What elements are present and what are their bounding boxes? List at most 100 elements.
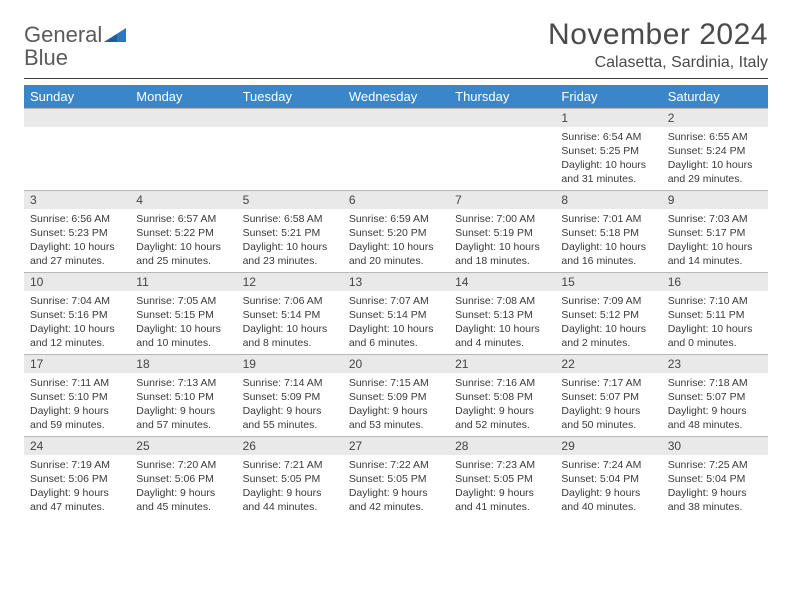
daylight-text: Daylight: 10 hours — [349, 322, 443, 336]
daylight-text: Daylight: 10 hours — [30, 240, 124, 254]
daylight-text: and 48 minutes. — [668, 418, 762, 432]
day-content-cell: Sunrise: 7:23 AMSunset: 5:05 PMDaylight:… — [449, 455, 555, 519]
logo-text: General Blue — [24, 24, 126, 70]
daylight-text: Daylight: 9 hours — [30, 404, 124, 418]
sunset-text: Sunset: 5:09 PM — [349, 390, 443, 404]
sunrise-text: Sunrise: 7:06 AM — [243, 294, 337, 308]
daylight-text: Daylight: 9 hours — [136, 486, 230, 500]
sunrise-text: Sunrise: 6:56 AM — [30, 212, 124, 226]
sunset-text: Sunset: 5:14 PM — [349, 308, 443, 322]
day-number-cell: 3 — [24, 191, 130, 209]
daylight-text: Daylight: 10 hours — [136, 322, 230, 336]
weekday-header-row: Sunday Monday Tuesday Wednesday Thursday… — [24, 85, 768, 109]
daylight-text: Daylight: 10 hours — [668, 322, 762, 336]
daylight-text: and 29 minutes. — [668, 172, 762, 186]
day-content-cell: Sunrise: 7:01 AMSunset: 5:18 PMDaylight:… — [555, 209, 661, 273]
daylight-text: Daylight: 9 hours — [243, 404, 337, 418]
day-content-cell: Sunrise: 6:55 AMSunset: 5:24 PMDaylight:… — [662, 127, 768, 191]
calendar-page: General Blue November 2024 Calasetta, Sa… — [0, 0, 792, 537]
daylight-text: and 44 minutes. — [243, 500, 337, 514]
daylight-text: Daylight: 10 hours — [455, 240, 549, 254]
day-content-cell: Sunrise: 7:15 AMSunset: 5:09 PMDaylight:… — [343, 373, 449, 437]
sunset-text: Sunset: 5:10 PM — [136, 390, 230, 404]
day-content-cell: Sunrise: 7:03 AMSunset: 5:17 PMDaylight:… — [662, 209, 768, 273]
daylight-text: Daylight: 10 hours — [243, 322, 337, 336]
daylight-text: and 41 minutes. — [455, 500, 549, 514]
day-content-cell: Sunrise: 7:21 AMSunset: 5:05 PMDaylight:… — [237, 455, 343, 519]
logo-triangle-icon — [104, 24, 126, 46]
daylight-text: and 10 minutes. — [136, 336, 230, 350]
sunset-text: Sunset: 5:06 PM — [136, 472, 230, 486]
day-content-cell: Sunrise: 7:17 AMSunset: 5:07 PMDaylight:… — [555, 373, 661, 437]
daylight-text: and 31 minutes. — [561, 172, 655, 186]
day-number-cell: 10 — [24, 273, 130, 291]
sunrise-text: Sunrise: 7:17 AM — [561, 376, 655, 390]
daylight-text: Daylight: 10 hours — [668, 158, 762, 172]
day-content-row: Sunrise: 7:19 AMSunset: 5:06 PMDaylight:… — [24, 455, 768, 519]
sunset-text: Sunset: 5:13 PM — [455, 308, 549, 322]
daylight-text: Daylight: 9 hours — [30, 486, 124, 500]
daylight-text: and 23 minutes. — [243, 254, 337, 268]
sunset-text: Sunset: 5:25 PM — [561, 144, 655, 158]
day-content-cell — [449, 127, 555, 191]
sunrise-text: Sunrise: 7:13 AM — [136, 376, 230, 390]
day-number-cell: 28 — [449, 437, 555, 455]
day-number-cell: 9 — [662, 191, 768, 209]
day-number-cell: 8 — [555, 191, 661, 209]
daylight-text: Daylight: 10 hours — [561, 240, 655, 254]
daylight-text: Daylight: 10 hours — [668, 240, 762, 254]
day-number-row: 3456789 — [24, 191, 768, 209]
logo-word-1: General — [24, 22, 102, 47]
daylight-text: and 40 minutes. — [561, 500, 655, 514]
weekday-header: Wednesday — [343, 85, 449, 109]
sunset-text: Sunset: 5:24 PM — [668, 144, 762, 158]
day-number-cell — [449, 109, 555, 127]
weekday-header: Thursday — [449, 85, 555, 109]
sunset-text: Sunset: 5:15 PM — [136, 308, 230, 322]
sunrise-text: Sunrise: 7:23 AM — [455, 458, 549, 472]
daylight-text: and 14 minutes. — [668, 254, 762, 268]
day-content-cell: Sunrise: 7:24 AMSunset: 5:04 PMDaylight:… — [555, 455, 661, 519]
sunrise-text: Sunrise: 6:55 AM — [668, 130, 762, 144]
sunset-text: Sunset: 5:07 PM — [561, 390, 655, 404]
day-content-row: Sunrise: 7:04 AMSunset: 5:16 PMDaylight:… — [24, 291, 768, 355]
day-content-cell: Sunrise: 7:14 AMSunset: 5:09 PMDaylight:… — [237, 373, 343, 437]
daylight-text: and 42 minutes. — [349, 500, 443, 514]
daylight-text: and 55 minutes. — [243, 418, 337, 432]
daylight-text: Daylight: 9 hours — [455, 404, 549, 418]
day-content-cell: Sunrise: 6:56 AMSunset: 5:23 PMDaylight:… — [24, 209, 130, 273]
sunrise-text: Sunrise: 7:08 AM — [455, 294, 549, 308]
sunrise-text: Sunrise: 6:57 AM — [136, 212, 230, 226]
sunset-text: Sunset: 5:17 PM — [668, 226, 762, 240]
day-content-cell: Sunrise: 7:04 AMSunset: 5:16 PMDaylight:… — [24, 291, 130, 355]
sunrise-text: Sunrise: 6:54 AM — [561, 130, 655, 144]
day-number-cell: 26 — [237, 437, 343, 455]
day-number-cell: 23 — [662, 355, 768, 373]
daylight-text: and 47 minutes. — [30, 500, 124, 514]
day-content-cell: Sunrise: 7:07 AMSunset: 5:14 PMDaylight:… — [343, 291, 449, 355]
day-number-row: 12 — [24, 109, 768, 127]
weekday-header: Friday — [555, 85, 661, 109]
daylight-text: and 2 minutes. — [561, 336, 655, 350]
sunrise-text: Sunrise: 7:14 AM — [243, 376, 337, 390]
sunset-text: Sunset: 5:19 PM — [455, 226, 549, 240]
day-number-cell: 18 — [130, 355, 236, 373]
sunrise-text: Sunrise: 7:19 AM — [30, 458, 124, 472]
daylight-text: and 45 minutes. — [136, 500, 230, 514]
daylight-text: and 57 minutes. — [136, 418, 230, 432]
day-number-row: 10111213141516 — [24, 273, 768, 291]
daylight-text: and 27 minutes. — [30, 254, 124, 268]
day-content-cell: Sunrise: 7:06 AMSunset: 5:14 PMDaylight:… — [237, 291, 343, 355]
daylight-text: Daylight: 9 hours — [561, 404, 655, 418]
sunrise-text: Sunrise: 7:20 AM — [136, 458, 230, 472]
day-number-cell: 14 — [449, 273, 555, 291]
day-number-cell — [24, 109, 130, 127]
sunrise-text: Sunrise: 7:01 AM — [561, 212, 655, 226]
weekday-header: Monday — [130, 85, 236, 109]
day-content-cell — [237, 127, 343, 191]
day-content-cell: Sunrise: 7:11 AMSunset: 5:10 PMDaylight:… — [24, 373, 130, 437]
day-number-cell: 25 — [130, 437, 236, 455]
day-number-cell — [130, 109, 236, 127]
header-row: General Blue November 2024 Calasetta, Sa… — [24, 18, 768, 72]
day-content-cell — [24, 127, 130, 191]
